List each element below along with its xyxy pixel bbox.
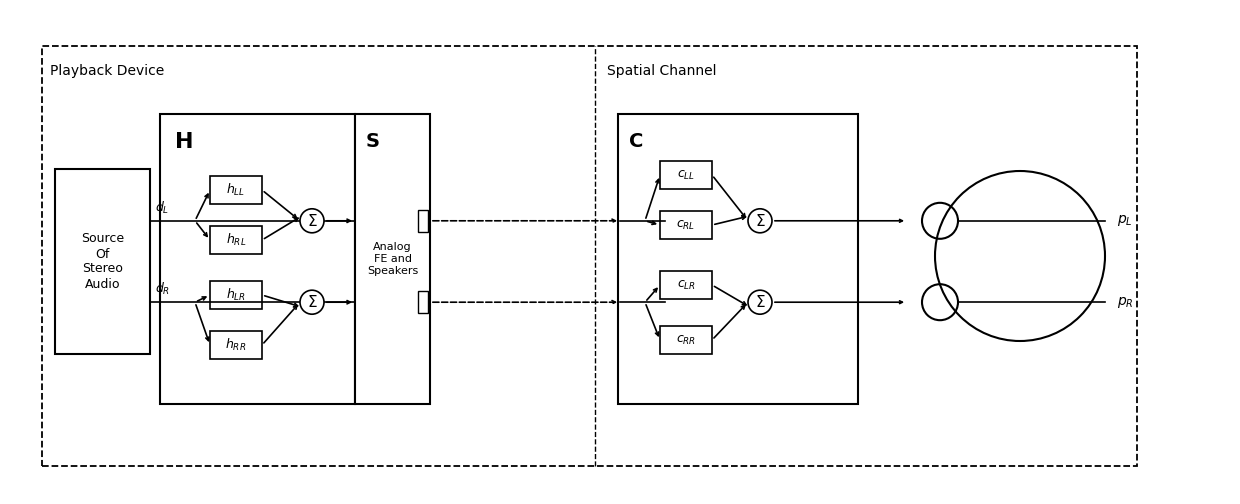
- FancyBboxPatch shape: [210, 226, 262, 254]
- Text: $c_{LL}$: $c_{LL}$: [677, 168, 696, 181]
- FancyBboxPatch shape: [210, 176, 262, 204]
- FancyBboxPatch shape: [660, 161, 712, 189]
- Text: $\mathbf{H}$: $\mathbf{H}$: [174, 132, 192, 152]
- Text: $d_R$: $d_R$: [155, 281, 170, 297]
- FancyBboxPatch shape: [55, 169, 150, 354]
- Text: $\Sigma$: $\Sigma$: [306, 294, 317, 310]
- FancyBboxPatch shape: [660, 271, 712, 299]
- FancyBboxPatch shape: [418, 210, 428, 232]
- Text: Spatial Channel: Spatial Channel: [608, 64, 717, 78]
- Text: $h_{RR}$: $h_{RR}$: [226, 337, 247, 353]
- Text: $\Sigma$: $\Sigma$: [306, 213, 317, 229]
- Text: Playback Device: Playback Device: [50, 64, 164, 78]
- FancyBboxPatch shape: [660, 211, 712, 239]
- Text: $\Sigma$: $\Sigma$: [755, 294, 765, 310]
- Text: $c_{RR}$: $c_{RR}$: [676, 334, 696, 347]
- Circle shape: [300, 209, 324, 233]
- Circle shape: [748, 209, 773, 233]
- Text: $h_{LR}$: $h_{LR}$: [226, 287, 246, 303]
- FancyBboxPatch shape: [660, 326, 712, 354]
- Circle shape: [748, 290, 773, 314]
- Text: Source
Of
Stereo
Audio: Source Of Stereo Audio: [81, 232, 124, 290]
- Text: $c_{LR}$: $c_{LR}$: [677, 278, 696, 291]
- Text: $d_L$: $d_L$: [155, 200, 170, 216]
- Circle shape: [300, 290, 324, 314]
- FancyBboxPatch shape: [618, 114, 858, 404]
- Text: $h_{RL}$: $h_{RL}$: [226, 232, 247, 248]
- Text: $p_R$: $p_R$: [1117, 295, 1133, 309]
- Text: $\mathbf{S}$: $\mathbf{S}$: [365, 132, 379, 151]
- FancyBboxPatch shape: [418, 291, 428, 313]
- FancyBboxPatch shape: [210, 281, 262, 309]
- Text: Analog
FE and
Speakers: Analog FE and Speakers: [367, 242, 418, 276]
- Text: $p_L$: $p_L$: [1117, 213, 1132, 228]
- Text: $c_{RL}$: $c_{RL}$: [676, 218, 696, 231]
- FancyBboxPatch shape: [160, 114, 355, 404]
- Text: $\mathbf{C}$: $\mathbf{C}$: [627, 132, 644, 151]
- Text: $h_{LL}$: $h_{LL}$: [227, 182, 246, 198]
- FancyBboxPatch shape: [210, 331, 262, 359]
- FancyBboxPatch shape: [355, 114, 430, 404]
- Text: $\Sigma$: $\Sigma$: [755, 213, 765, 229]
